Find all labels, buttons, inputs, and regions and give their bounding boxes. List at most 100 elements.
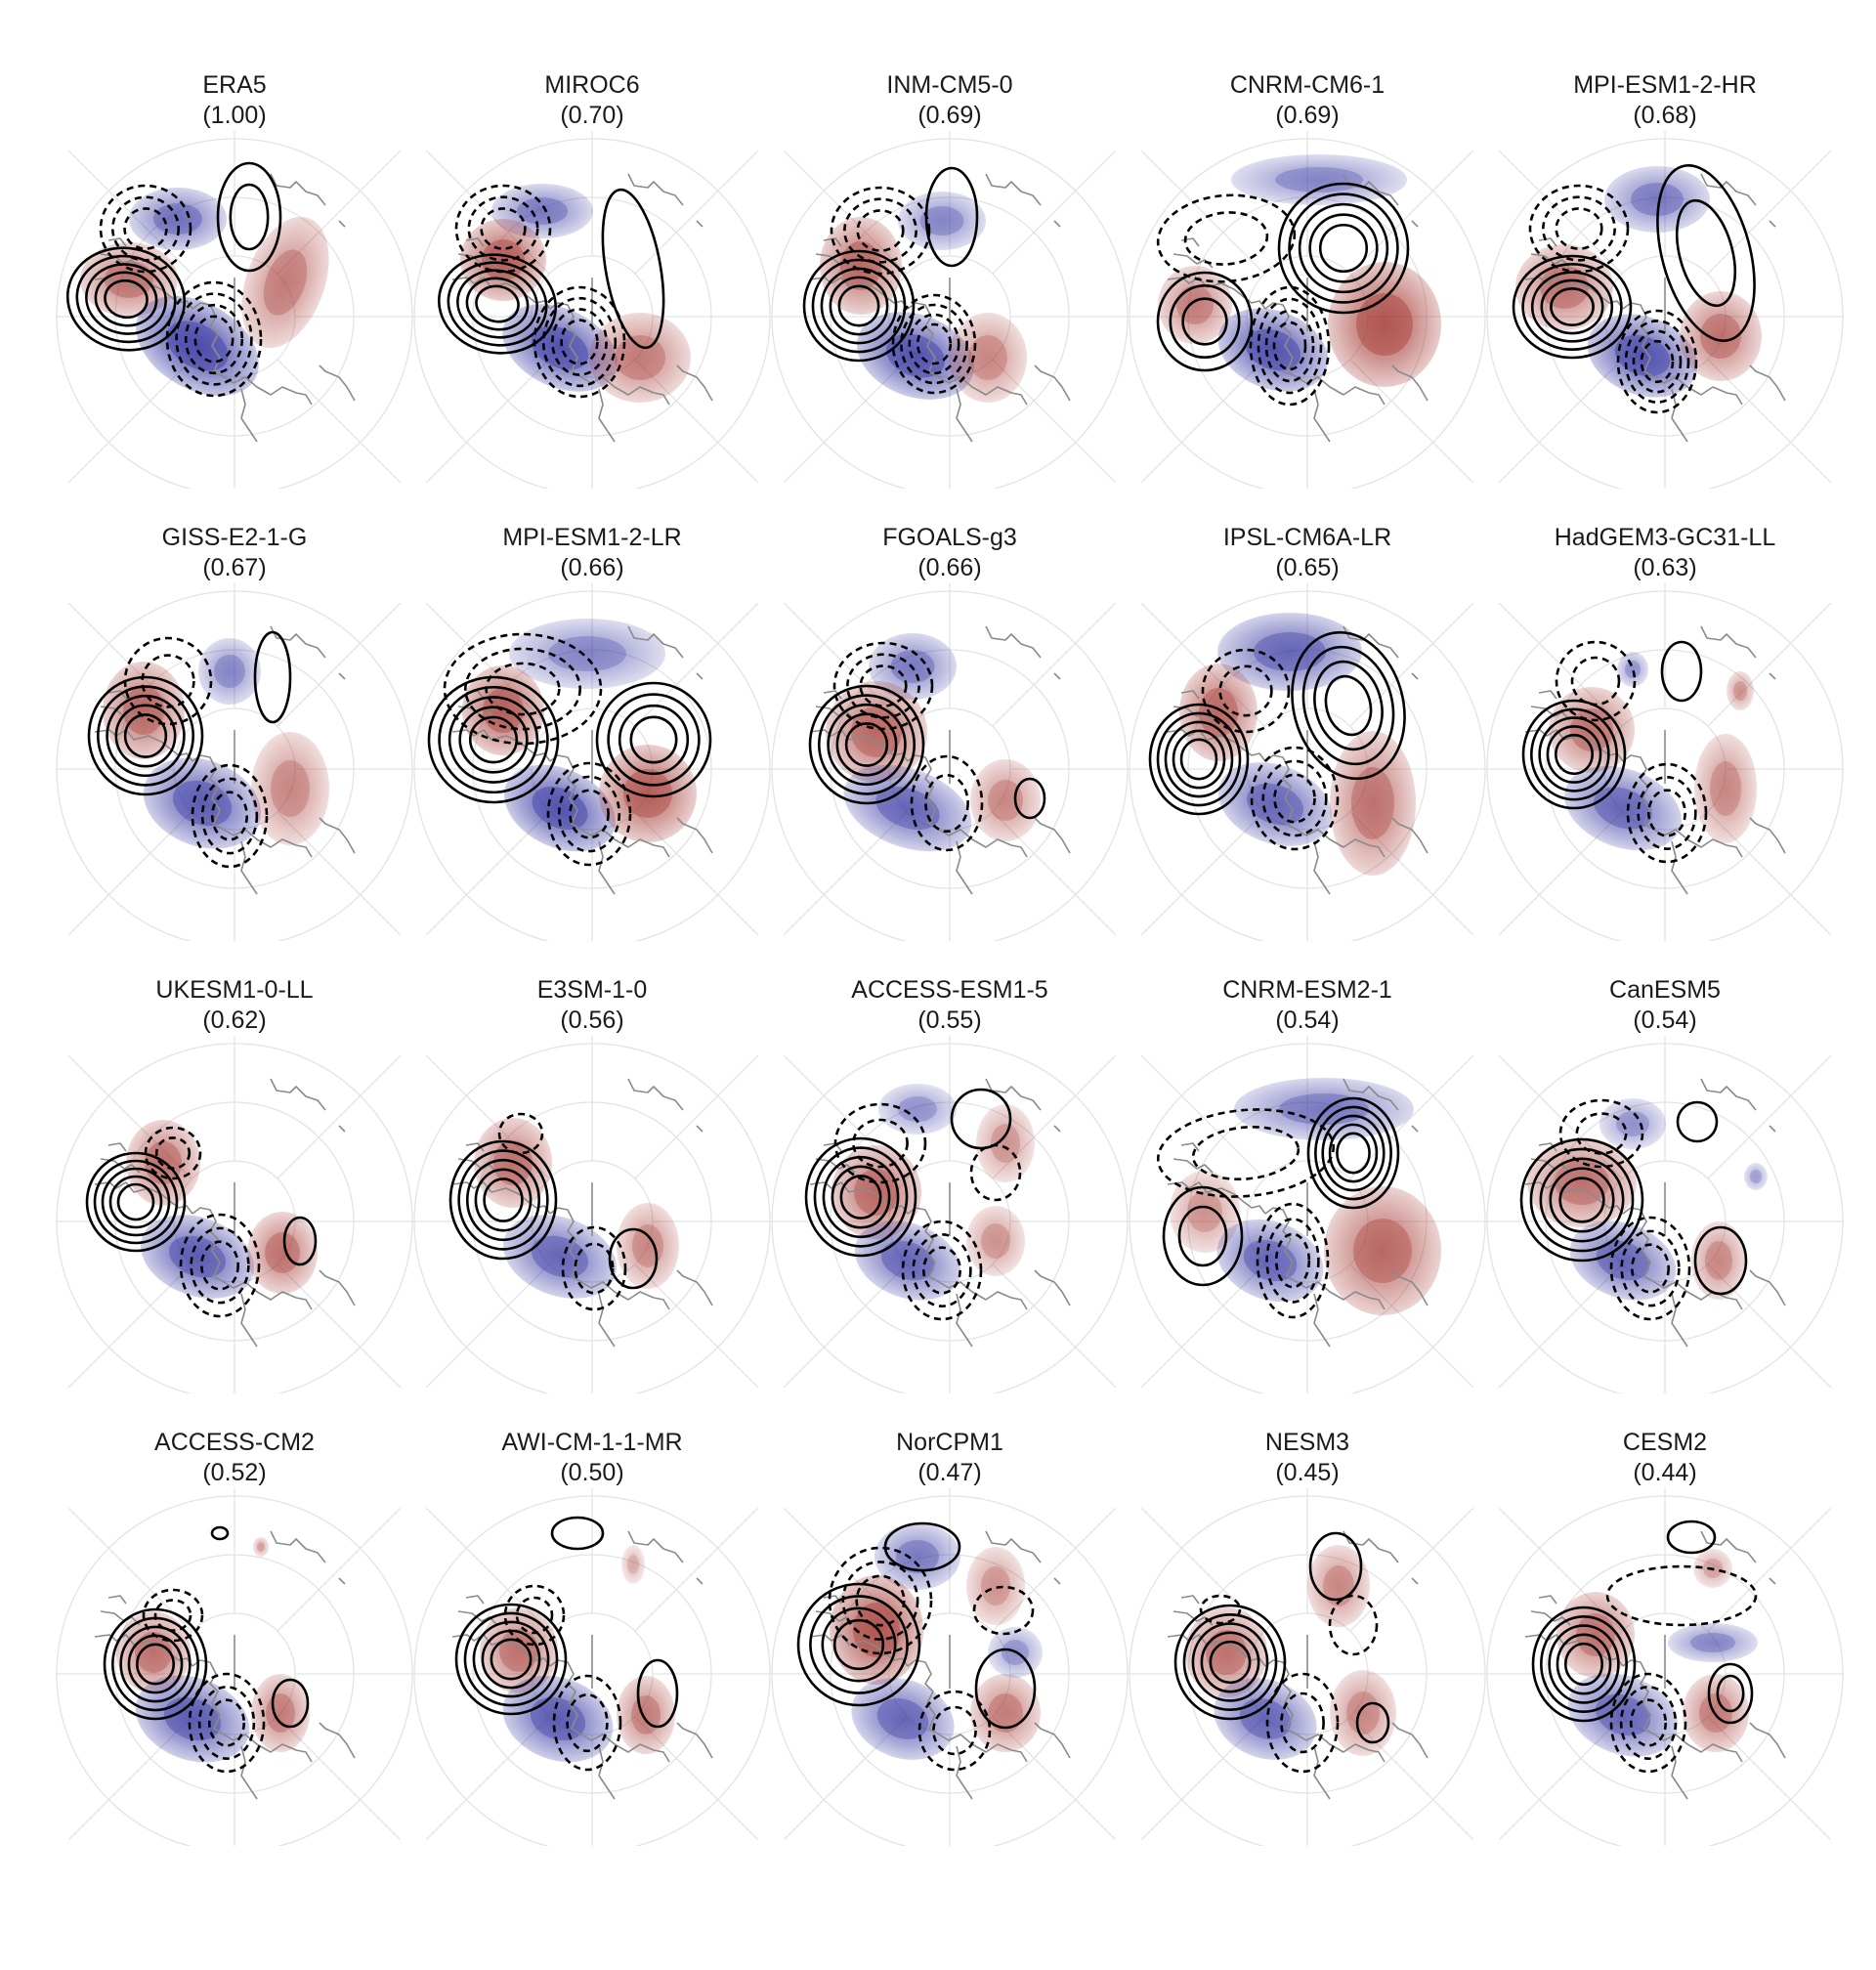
positive-anomaly-shading — [1556, 1592, 1635, 1678]
polar-map — [413, 583, 771, 941]
pattern-correlation: (0.69) — [917, 102, 982, 129]
negative-anomaly-shading — [1231, 154, 1407, 205]
positive-contour — [271, 1678, 310, 1729]
negative-contour — [1555, 640, 1637, 722]
negative-contour — [832, 641, 934, 731]
meridian-line — [1349, 1507, 1474, 1632]
positive-contour — [1546, 725, 1602, 784]
negative-contour — [497, 1112, 544, 1155]
map-panel: CNRM-ESM2-1 (0.54) — [1129, 975, 1486, 1425]
contours — [103, 1525, 310, 1774]
graticule — [413, 1488, 771, 1846]
meridian-line — [425, 1263, 550, 1389]
model-name: ACCESS-CM2 — [154, 1429, 315, 1456]
negative-anomaly-core — [898, 1096, 937, 1122]
negative-contour — [1624, 320, 1690, 404]
negative-contour — [560, 319, 599, 365]
positive-anomaly-shading — [480, 1607, 558, 1693]
negative-anomaly-shading — [856, 312, 975, 400]
coastline — [907, 754, 940, 831]
shaded-anomalies — [80, 188, 329, 397]
panel-title: NorCPM1 (0.47) — [771, 1428, 1129, 1488]
positive-contour — [607, 693, 701, 787]
coastline — [1769, 220, 1776, 228]
negative-contour — [142, 1588, 204, 1643]
pattern-correlation: (0.54) — [1275, 1006, 1340, 1034]
contours — [65, 161, 282, 398]
negative-anomaly-core — [1690, 1633, 1735, 1652]
positive-contour — [1306, 1096, 1400, 1210]
positive-anomaly-core — [1206, 1630, 1247, 1675]
map-panel: CNRM-CM6-1 (0.69) — [1129, 70, 1486, 520]
positive-contour — [85, 263, 167, 335]
shaded-anomalies — [830, 1523, 1043, 1760]
negative-anomaly-core — [1616, 1111, 1649, 1136]
coastline — [627, 625, 684, 659]
negative-anomaly-core — [1625, 661, 1641, 678]
coastline — [107, 237, 127, 247]
negative-contour — [917, 1690, 992, 1772]
positive-contour — [608, 1227, 659, 1290]
negative-contour — [1555, 207, 1603, 250]
negative-contour — [184, 303, 244, 375]
meridian-line — [1140, 1507, 1265, 1632]
panel-title: GISS-E2-1-G (0.67) — [56, 523, 413, 583]
coastline — [107, 1142, 127, 1152]
map-panel: CanESM5 (0.54) — [1486, 975, 1844, 1425]
model-name: CESM2 — [1622, 1429, 1708, 1456]
positive-contour — [835, 712, 898, 777]
coastline — [1726, 1749, 1743, 1763]
negative-contour — [1250, 746, 1340, 851]
coastline — [676, 1269, 713, 1306]
panel-title: E3SM-1-0 (0.56) — [413, 975, 771, 1036]
coastline — [295, 844, 313, 858]
coastline — [319, 1722, 356, 1759]
negative-contour — [1637, 776, 1697, 850]
positive-contour — [282, 1216, 318, 1266]
positive-contour — [210, 1525, 230, 1541]
negative-contour — [154, 1136, 192, 1170]
positive-contour — [104, 278, 149, 320]
coastline — [1700, 1078, 1757, 1111]
model-name: FGOALS-g3 — [882, 524, 1017, 551]
negative-anomaly-core — [876, 1698, 929, 1739]
map-panel: IPSL-CM6A-LR (0.65) — [1129, 523, 1486, 972]
coastline — [1368, 1749, 1386, 1763]
pattern-correlation: (0.55) — [917, 1006, 982, 1034]
coastline — [1769, 672, 1776, 680]
negative-contour — [1558, 1098, 1644, 1169]
coastline — [809, 1634, 909, 1667]
coastline — [1368, 1297, 1386, 1310]
meridian-line — [1140, 1054, 1265, 1179]
negative-contour — [179, 1213, 261, 1318]
coastline — [985, 1078, 1042, 1111]
coastline — [240, 840, 258, 895]
positive-anomaly-core — [1356, 293, 1413, 356]
positive-contour — [1716, 1674, 1745, 1713]
positive-anomaly-core — [968, 335, 1007, 380]
positive-contour — [135, 1643, 176, 1686]
panel-title: ACCESS-ESM1-5 (0.55) — [771, 975, 1129, 1036]
model-name: MPI-ESM1-2-HR — [1573, 71, 1757, 99]
positive-anomaly-shading — [1727, 671, 1754, 710]
coastline — [1010, 1297, 1028, 1310]
positive-anomaly-core — [271, 760, 310, 817]
positive-contour — [950, 1088, 1012, 1150]
negative-contour — [1261, 759, 1328, 837]
coastline — [1180, 237, 1200, 247]
positive-contour — [1521, 699, 1627, 810]
map-panel: UKESM1-0-LL (0.62) — [56, 975, 413, 1425]
meridian-line — [1498, 359, 1623, 484]
negative-anomaly-shading — [1668, 1623, 1758, 1662]
negative-anomaly-core — [1750, 1170, 1762, 1183]
positive-contour — [1328, 1123, 1379, 1183]
graticule — [1129, 1488, 1486, 1846]
model-name: HadGEM3-GC31-LL — [1554, 524, 1776, 551]
positive-contour — [1179, 738, 1218, 781]
negative-contour — [855, 1574, 906, 1627]
pattern-correlation: (0.66) — [560, 554, 624, 581]
pattern-correlation: (0.45) — [1275, 1459, 1340, 1486]
negative-contour — [1528, 184, 1630, 274]
polar-map — [56, 583, 413, 941]
negative-contour — [852, 1118, 909, 1169]
